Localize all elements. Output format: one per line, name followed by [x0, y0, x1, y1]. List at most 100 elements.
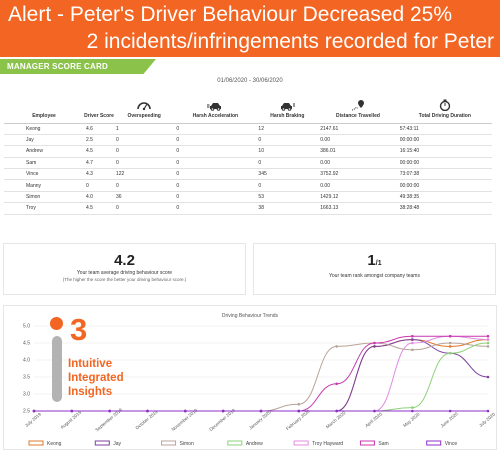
col-harsh-braking[interactable]: Harsh Braking — [256, 87, 319, 124]
insights-badge: 3 Intuitive Integrated Insights — [50, 314, 160, 414]
team-average-subcaption: (The higher the score the better your dr… — [62, 277, 187, 282]
data-point — [411, 334, 414, 338]
data-point — [486, 334, 490, 338]
col-harsh-acceleration[interactable]: Harsh Acceleration — [174, 87, 257, 124]
alert-line-2: 2 incidents/infringements recorded for P… — [86, 30, 494, 53]
legend-swatch — [359, 440, 375, 446]
data-point — [335, 382, 338, 386]
insights-number: 3 — [70, 312, 88, 347]
x-tick-label: April 2020 — [364, 411, 383, 428]
legend-label: Troy Hayward — [312, 441, 343, 447]
info-dot-icon — [50, 317, 63, 330]
y-tick-label: 4.0 — [23, 358, 30, 364]
data-point — [335, 409, 338, 413]
data-point — [411, 341, 414, 345]
data-point — [486, 341, 490, 345]
team-average-card: 4.2 Your team average driving behaviour … — [3, 243, 246, 295]
team-average-caption: Your team average driving behaviour scor… — [76, 270, 173, 276]
data-point — [486, 409, 490, 413]
team-rank-caption: Your team rank amongst company teams — [329, 273, 420, 279]
data-point — [448, 409, 452, 413]
team-rank-value: 1/1 — [367, 252, 382, 269]
y-tick-label: 5.0 — [23, 324, 30, 330]
legend-swatch — [426, 440, 442, 446]
legend-label: Andrew — [246, 441, 263, 447]
data-point — [411, 406, 414, 409]
legend-swatch — [227, 440, 243, 446]
alert-line-1: Alert - Peter's Driver Behaviour Decreas… — [8, 3, 453, 26]
x-tick-label: June 2020 — [440, 411, 460, 429]
chart-title: Driving Behaviour Trends — [221, 313, 279, 319]
alert-banner: Alert - Peter's Driver Behaviour Decreas… — [0, 0, 500, 57]
speedometer-icon — [137, 101, 151, 110]
legend-label: Vince — [445, 441, 458, 447]
data-point — [32, 409, 36, 413]
col-employee[interactable]: Employee — [4, 87, 84, 124]
table-row[interactable]: Sam 4.7 0 0 0 0.00 00:00:00 — [4, 157, 492, 170]
legend-swatch — [28, 440, 44, 446]
data-point — [448, 334, 452, 338]
data-point — [70, 409, 74, 413]
legend-label: Sam — [378, 441, 388, 447]
team-average-score: 4.2 — [114, 252, 135, 269]
team-rank-card: 1/1 Your team rank amongst company teams — [253, 243, 496, 295]
table-row[interactable]: Andrew 4.5 0 0 10 386.01 16:15:40 — [4, 145, 492, 158]
y-tick-label: 3.5 — [23, 375, 30, 381]
data-point — [335, 345, 338, 348]
x-tick-label: July 2020 — [478, 411, 496, 428]
col-driver-score[interactable]: Driver Score — [84, 87, 114, 124]
data-point — [221, 409, 225, 413]
data-point — [486, 345, 490, 348]
table-row[interactable]: Jay 2.5 0 0 0 0.00 00:00:00 — [4, 134, 492, 147]
data-point — [411, 409, 414, 413]
score-table: Employee Driver Score Overspeeding Harsh… — [4, 87, 492, 215]
table-row[interactable]: Simon 4.0 36 0 53 1429.12 49:38:35 — [4, 191, 492, 204]
manager-score-card-tag: MANAGER SCORE CARD — [0, 59, 156, 74]
data-point — [411, 348, 414, 352]
insights-text: Intuitive Integrated Insights — [68, 358, 124, 398]
legend-swatch — [161, 440, 177, 446]
data-point — [448, 341, 452, 345]
data-point — [146, 409, 149, 413]
data-point — [486, 338, 490, 341]
data-point — [373, 345, 376, 348]
legend-label: Simon — [180, 441, 194, 447]
data-point — [411, 338, 414, 341]
legend-swatch — [94, 440, 110, 446]
table-header-row: Employee Driver Score Overspeeding Harsh… — [4, 87, 492, 124]
data-point — [259, 409, 263, 413]
car-braking-icon — [281, 102, 296, 111]
col-overspeeding[interactable]: Overspeeding — [114, 87, 175, 124]
date-range[interactable]: 01/06/2020 - 30/06/2020 — [217, 78, 283, 84]
x-tick-label: May 2020 — [402, 411, 421, 428]
col-distance-travelled[interactable]: Distance Travelled — [318, 87, 398, 124]
x-tick-label: January 2020 — [248, 409, 272, 431]
y-tick-label: 3.0 — [23, 392, 30, 398]
data-point — [297, 402, 301, 406]
y-tick-label: 4.5 — [23, 341, 30, 347]
data-point — [373, 409, 376, 413]
data-point — [297, 409, 301, 413]
legend-swatch — [293, 440, 309, 446]
table-row[interactable]: Manny 0 0 0 0 0.00 00:00:00 — [4, 179, 492, 192]
table-row[interactable]: Keong 4.6 1 0 12 2147.61 57:43:11 — [4, 123, 492, 135]
y-tick-label: 2.5 — [23, 409, 30, 415]
col-total-driving-duration[interactable]: Total Driving Duration — [397, 87, 492, 124]
data-point — [486, 375, 490, 379]
data-point — [108, 409, 111, 413]
table-row[interactable]: Vince 4.3 122 0 345 3752.92 73:07:38 — [4, 168, 492, 181]
legend-label: Jay — [113, 441, 121, 447]
info-bar-icon — [52, 336, 62, 402]
table-body: Keong 4.6 1 0 12 2147.61 57:43:11 Jay 2.5 0 0 0 0.0… — [4, 123, 492, 215]
data-point — [373, 341, 376, 345]
data-point — [184, 409, 187, 413]
legend-label: Keong — [47, 441, 62, 447]
x-tick-label: March 2020 — [325, 410, 347, 429]
route-pin-icon — [351, 99, 364, 110]
data-point — [448, 351, 452, 355]
data-point — [448, 345, 452, 348]
table-row[interactable]: Troy 4.5 0 0 38 1663.13 38:28:48 — [4, 202, 492, 215]
stopwatch-icon — [439, 99, 451, 111]
car-acceleration-icon — [207, 102, 222, 111]
